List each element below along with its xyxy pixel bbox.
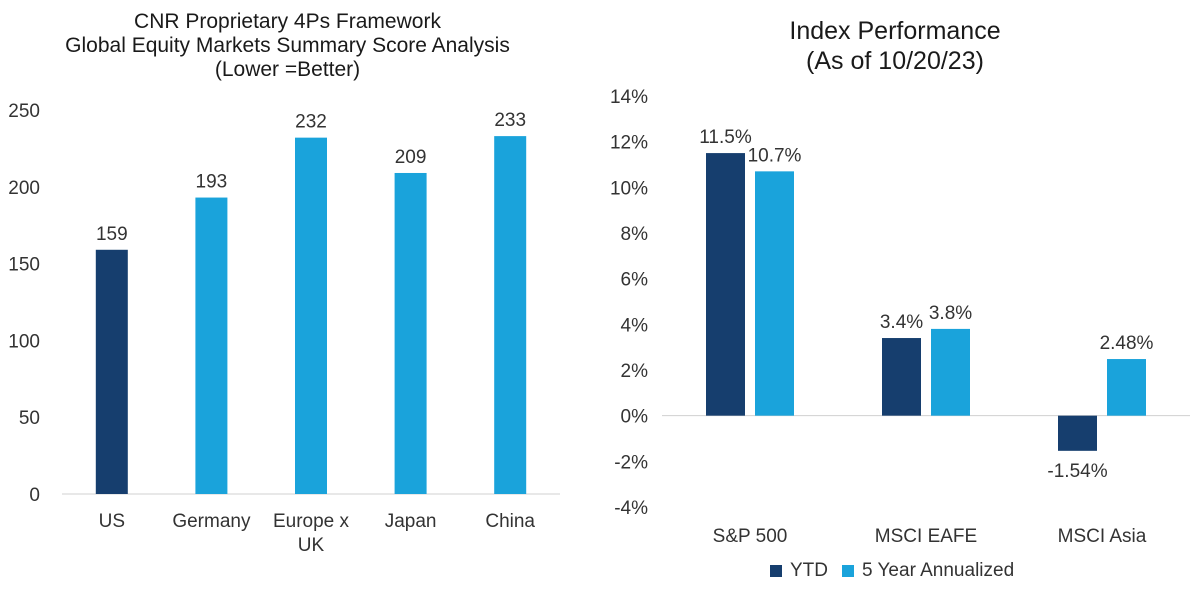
x-category-label: US xyxy=(99,511,125,532)
y-tick-label: 150 xyxy=(8,255,40,276)
x-category-label: MSCI EAFE xyxy=(875,526,977,547)
bar xyxy=(394,172,427,494)
y-tick-label: 0 xyxy=(29,485,40,506)
left-chart-title: CNR Proprietary 4Ps Framework Global Equ… xyxy=(0,10,575,82)
data-label: 10.7% xyxy=(748,145,802,166)
data-label: 159 xyxy=(96,224,128,245)
bar xyxy=(1058,415,1097,451)
bar xyxy=(755,171,794,416)
left-title-line-3: (Lower =Better) xyxy=(214,58,361,81)
y-tick-label: 8% xyxy=(621,224,649,245)
bar xyxy=(882,338,921,416)
x-category-label: S&P 500 xyxy=(713,526,788,547)
legend-item-5yr: 5 Year Annualized xyxy=(842,560,1014,582)
y-tick-label: -2% xyxy=(614,452,648,473)
y-tick-label: 250 xyxy=(8,101,40,122)
y-tick-label: 50 xyxy=(19,408,40,429)
bar xyxy=(931,328,970,416)
y-tick-label: 2% xyxy=(621,361,649,382)
legend-label-5yr: 5 Year Annualized xyxy=(862,560,1015,581)
data-label: -1.54% xyxy=(1047,461,1107,482)
y-tick-label: 0% xyxy=(621,407,649,428)
left-title-line-2: Global Equity Markets Summary Score Anal… xyxy=(65,34,510,57)
x-category-label: Germany xyxy=(172,511,251,532)
bar xyxy=(195,197,228,494)
right-chart-title: Index Performance (As of 10/20/23) xyxy=(590,16,1200,76)
y-tick-label: 10% xyxy=(610,178,648,199)
legend: YTD 5 Year Annualized xyxy=(770,560,1028,582)
bar xyxy=(95,249,128,494)
y-tick-label: 200 xyxy=(8,178,40,199)
bar xyxy=(706,153,745,416)
data-label: 209 xyxy=(395,147,427,168)
x-category-label: UK xyxy=(298,535,325,556)
data-label: 11.5% xyxy=(699,127,752,148)
right-chart-panel: Index Performance (As of 10/20/23) -4% -2… xyxy=(590,0,1200,600)
data-label: 193 xyxy=(196,172,228,193)
data-label: 233 xyxy=(494,110,526,131)
y-tick-label: 100 xyxy=(8,331,40,352)
score-bar-chart: 0 50 100 150 200 250 159 US 193 Germany 232 Europe … xyxy=(8,101,560,556)
bar xyxy=(1107,359,1146,416)
y-tick-label: 12% xyxy=(610,133,648,154)
x-category-label: MSCI Asia xyxy=(1058,526,1147,547)
data-label: 3.8% xyxy=(929,303,972,324)
bar xyxy=(494,136,527,494)
index-performance-chart: -4% -2% 0% 2% 4% 6% 8% 10% 12% 14% S&P 500 11.5%10.… xyxy=(610,87,1190,547)
x-category-label: Japan xyxy=(385,511,437,532)
right-title-line-2: (As of 10/20/23) xyxy=(806,47,984,75)
bar xyxy=(295,137,327,494)
y-tick-label: 14% xyxy=(610,87,648,108)
y-tick-label: 6% xyxy=(621,270,649,291)
right-title-line-1: Index Performance xyxy=(789,17,1001,45)
data-label: 232 xyxy=(295,112,327,133)
left-title-line-1: CNR Proprietary 4Ps Framework xyxy=(134,10,441,33)
left-chart-panel: CNR Proprietary 4Ps Framework Global Equ… xyxy=(0,0,575,600)
y-tick-label: -4% xyxy=(614,498,648,519)
y-tick-label: 4% xyxy=(621,315,649,336)
data-label: 2.48% xyxy=(1100,333,1154,354)
legend-swatch-5yr xyxy=(842,565,854,577)
legend-label-ytd: YTD xyxy=(790,560,828,581)
legend-item-ytd: YTD xyxy=(770,560,828,582)
x-category-label: China xyxy=(485,511,535,532)
x-category-label: Europe x xyxy=(273,511,350,532)
legend-swatch-ytd xyxy=(770,565,782,577)
data-label: 3.4% xyxy=(880,312,923,333)
